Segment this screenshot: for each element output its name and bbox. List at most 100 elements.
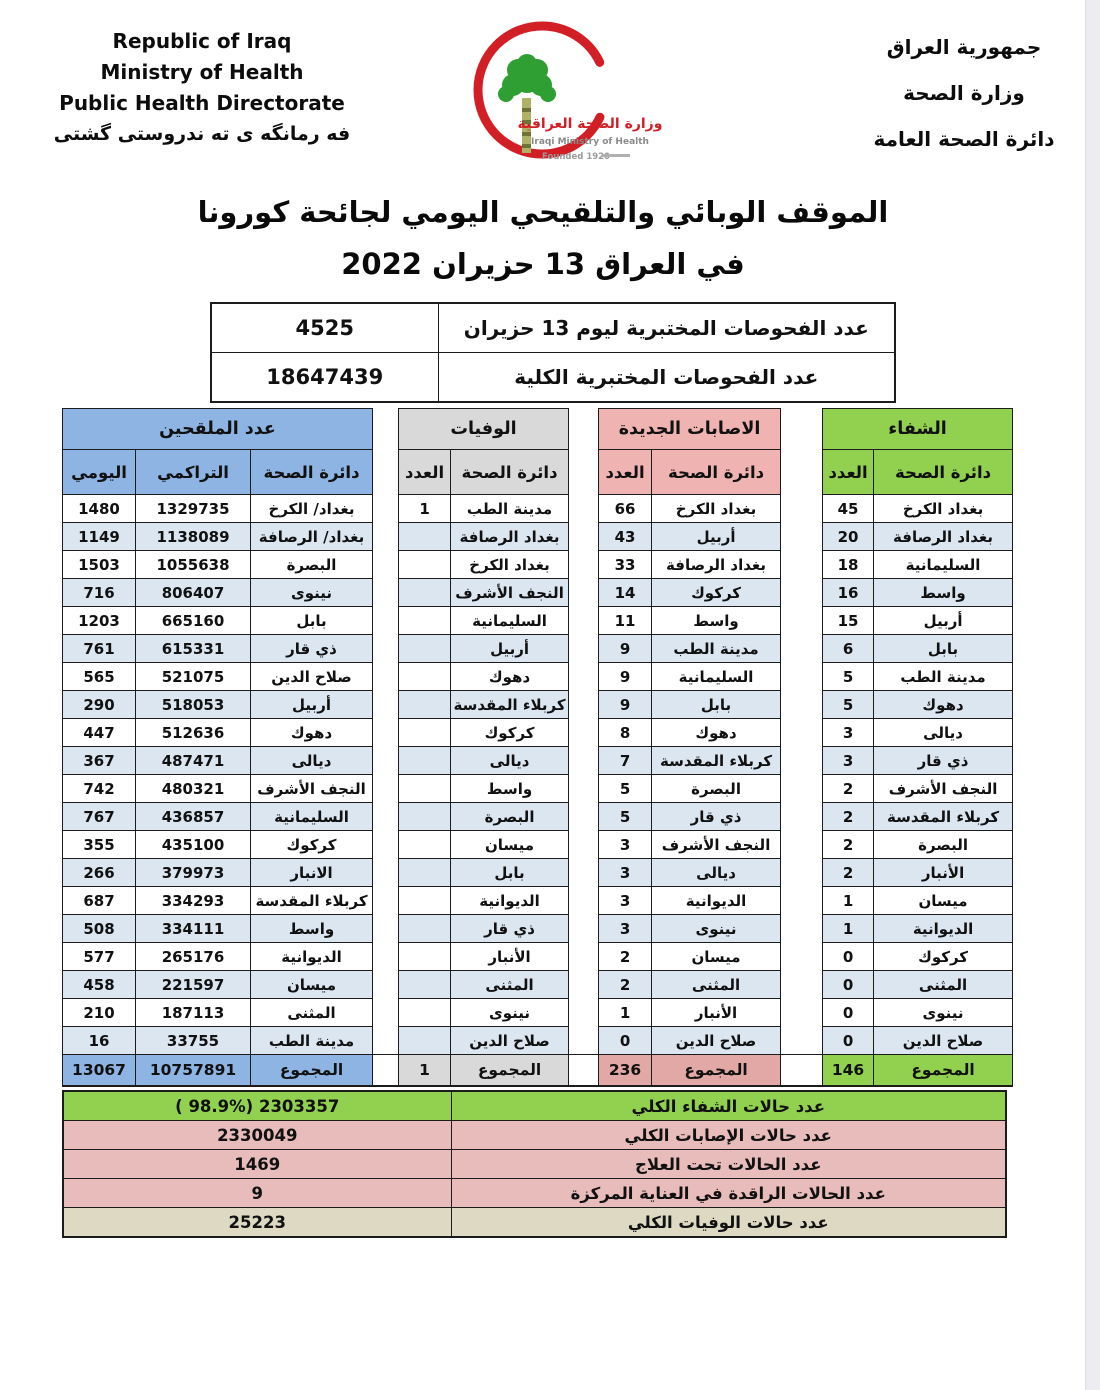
vaccinated-cumulative-cell: 665160	[135, 606, 251, 635]
gap-cell	[568, 830, 600, 859]
main-statistics-section: عدد الملقحين الوفيات الاصابات الجديدة ال…	[61, 408, 1014, 1087]
recovered-directorate-col-header: دائرة الصحة	[873, 449, 1014, 495]
vaccinated-cumulative-cell: 436857	[135, 802, 251, 831]
recovered-count-cell: 3	[822, 746, 875, 775]
total-tests-label: عدد الفحوصات المختبرية الكلية	[437, 352, 896, 403]
totals-row: 13067 10757891 المجموع 1 المجموع 236 الم…	[62, 1054, 1014, 1087]
new-cases-total: 236	[598, 1054, 653, 1087]
total-deaths-label: عدد حالات الوفيات الكلي	[450, 1207, 1007, 1238]
new-cases-directorate-cell: ذي قار	[651, 802, 782, 831]
gap-cell	[372, 662, 400, 691]
vaccinated-daily-cell: 367	[62, 746, 136, 775]
total-tests-row: 18647439 عدد الفحوصات المختبرية الكلية	[210, 352, 896, 403]
vaccinated-daily-cell: 266	[62, 858, 136, 887]
gap-cell	[568, 774, 600, 803]
directorate-row: 577 265176 الديوانية الأنبار 2 ميسان 0 كركوك	[62, 942, 1014, 971]
palm-tree-icon	[498, 54, 556, 153]
gap-cell	[780, 494, 824, 523]
vaccinated-cumulative-cell: 33755	[135, 1026, 251, 1055]
recovered-count-cell: 20	[822, 522, 875, 551]
new-cases-directorate-cell: صلاح الدين	[651, 1026, 782, 1055]
new-cases-count-cell: 9	[598, 634, 653, 663]
arabic-directorate-line: دائرة الصحة العامة	[873, 127, 1055, 151]
gap-cell	[780, 634, 824, 663]
recovered-total: 146	[822, 1054, 875, 1087]
vaccinated-directorate-cell: بابل	[249, 606, 374, 635]
vaccinated-daily-total: 13067	[62, 1054, 136, 1087]
gap-cell	[780, 690, 824, 719]
vaccinated-daily-cell: 1480	[62, 494, 136, 523]
gap-cell	[780, 578, 824, 607]
vaccinated-directorate-cell: صلاح الدين	[249, 662, 374, 691]
deaths-directorate-cell: ديالى	[450, 746, 570, 775]
gap-cell	[780, 1026, 824, 1055]
gap-cell	[372, 914, 400, 943]
gap-cell	[568, 550, 600, 579]
new-cases-directorate-cell: كربلاء المقدسة	[651, 746, 782, 775]
deaths-directorate-cell: الأنبار	[450, 942, 570, 971]
gap-cell	[568, 914, 600, 943]
deaths-directorate-cell: واسط	[450, 774, 570, 803]
recovered-count-cell: 45	[822, 494, 875, 523]
new-cases-count-cell: 8	[598, 718, 653, 747]
gap-cell	[372, 550, 400, 579]
gap-cell	[568, 746, 600, 775]
recovered-directorate-cell: النجف الأشرف	[873, 774, 1014, 803]
vaccinated-directorate-cell: السليمانية	[249, 802, 374, 831]
lab-tests-table: 4525 عدد الفحوصات المختبرية ليوم 13 حزير…	[210, 302, 896, 403]
recovered-count-cell: 0	[822, 942, 875, 971]
directorate-row: 355 435100 كركوك ميسان 3 النجف الأشرف 2 البصرة	[62, 830, 1014, 859]
deaths-count-cell	[398, 942, 452, 971]
deaths-count-cell	[398, 858, 452, 887]
vaccinated-cumulative-cell: 379973	[135, 858, 251, 887]
deaths-directorate-cell: نينوى	[450, 998, 570, 1027]
recovered-count-cell: 18	[822, 550, 875, 579]
total-recovered-label: عدد حالات الشفاء الكلي	[450, 1090, 1007, 1121]
vaccinated-directorate-cell: كركوك	[249, 830, 374, 859]
gap-cell	[780, 606, 824, 635]
new-cases-directorate-cell: السليمانية	[651, 662, 782, 691]
deaths-directorate-cell: بغداد الرصافة	[450, 522, 570, 551]
total-cases-label: عدد حالات الإصابات الكلي	[450, 1120, 1007, 1150]
recovered-directorate-cell: ميسان	[873, 886, 1014, 915]
deaths-count-cell	[398, 718, 452, 747]
public-health-directorate-line: Public Health Directorate	[59, 91, 345, 115]
ministry-of-health-logo: وزارة الصحة العراقية Iraqi Ministry of H…	[473, 21, 662, 162]
total-deaths-row: 25223 عدد حالات الوفيات الكلي	[62, 1207, 1007, 1238]
total-tests-value: 18647439	[210, 352, 439, 403]
new-cases-count-cell: 3	[598, 914, 653, 943]
deaths-count-cell	[398, 522, 452, 551]
new-cases-count-cell: 11	[598, 606, 653, 635]
new-cases-directorate-cell: المثنى	[651, 970, 782, 999]
gap-cell	[780, 718, 824, 747]
recovered-count-cell: 0	[822, 1026, 875, 1055]
directorate-row: 266 379973 الانبار بابل 3 ديالى 2 الأنبار	[62, 858, 1014, 887]
recovered-directorate-cell: الأنبار	[873, 858, 1014, 887]
recovered-directorate-cell: ديالى	[873, 718, 1014, 747]
directorate-row: 761 615331 ذي قار أربيل 9 مدينة الطب 6 بابل	[62, 634, 1014, 663]
vaccinated-cumulative-cell: 512636	[135, 718, 251, 747]
deaths-directorate-cell: مدينة الطب	[450, 494, 570, 523]
new-cases-directorate-cell: مدينة الطب	[651, 634, 782, 663]
deaths-count-cell	[398, 998, 452, 1027]
recovered-directorate-cell: واسط	[873, 578, 1014, 607]
vaccinated-daily-cell: 687	[62, 886, 136, 915]
new-cases-total-label: المجموع	[651, 1054, 782, 1087]
total-cases-row: 2330049 عدد حالات الإصابات الكلي	[62, 1120, 1007, 1150]
deaths-count-cell	[398, 886, 452, 915]
new-cases-directorate-cell: ديالى	[651, 858, 782, 887]
header-right-block: جمهورية العراق وزارة الصحة دائرة الصحة ا…	[856, 24, 1072, 162]
gap-cell	[372, 746, 400, 775]
vaccinated-daily-cell: 742	[62, 774, 136, 803]
vaccinated-group-header: عدد الملقحين	[61, 408, 374, 450]
gap-cell	[568, 858, 600, 887]
vaccinated-cumulative-cell: 265176	[135, 942, 251, 971]
gap-cell	[372, 774, 400, 803]
icu-cases-value: 9	[62, 1178, 452, 1208]
gap-cell	[568, 578, 600, 607]
vaccinated-directorate-cell: ذي قار	[249, 634, 374, 663]
gap-cell	[568, 606, 600, 635]
daily-tests-label: عدد الفحوصات المختبرية ليوم 13 حزيران	[437, 302, 896, 353]
deaths-directorate-cell: النجف الأشرف	[450, 578, 570, 607]
vaccinated-daily-cell: 16	[62, 1026, 136, 1055]
